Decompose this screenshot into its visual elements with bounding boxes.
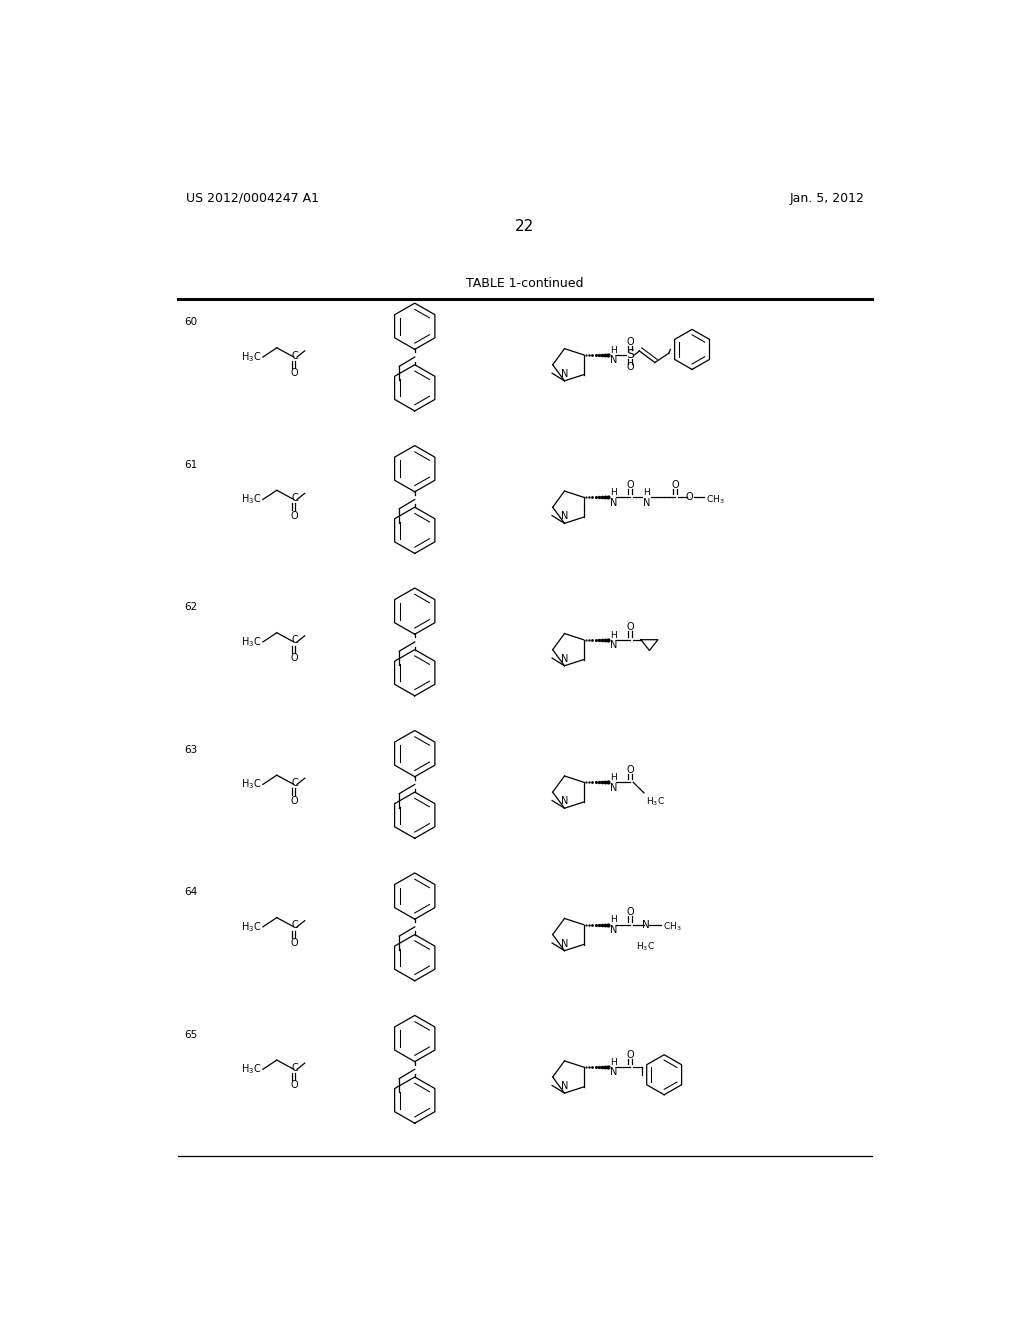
Text: $\mathregular{H_3C}$: $\mathregular{H_3C}$ xyxy=(241,635,261,649)
Text: N: N xyxy=(610,498,617,508)
Text: N: N xyxy=(610,640,617,649)
Text: C: C xyxy=(291,1063,298,1073)
Text: C: C xyxy=(291,635,298,645)
Text: O: O xyxy=(627,362,634,372)
Text: N: N xyxy=(561,511,568,521)
Text: H: H xyxy=(610,346,616,355)
Text: O: O xyxy=(627,1049,634,1060)
Text: N: N xyxy=(561,1081,568,1092)
Text: H: H xyxy=(643,488,650,498)
Text: C: C xyxy=(291,492,298,503)
Text: N: N xyxy=(561,653,568,664)
Text: O: O xyxy=(671,480,679,490)
Text: $\mathregular{H_3C}$: $\mathregular{H_3C}$ xyxy=(636,940,655,953)
Text: N: N xyxy=(561,370,568,379)
Text: TABLE 1-continued: TABLE 1-continued xyxy=(466,277,584,290)
Text: 63: 63 xyxy=(183,744,197,755)
Text: O: O xyxy=(627,907,634,917)
Text: N: N xyxy=(610,1068,617,1077)
Text: H: H xyxy=(610,488,616,498)
Text: N: N xyxy=(642,920,649,929)
Text: Jan. 5, 2012: Jan. 5, 2012 xyxy=(790,191,864,205)
Text: $\mathregular{H_3C}$: $\mathregular{H_3C}$ xyxy=(241,492,261,507)
Text: O: O xyxy=(290,511,298,520)
Text: O: O xyxy=(627,623,634,632)
Text: O: O xyxy=(290,796,298,805)
Text: H: H xyxy=(610,1057,616,1067)
Text: N: N xyxy=(561,939,568,949)
Text: $\mathregular{H_3C}$: $\mathregular{H_3C}$ xyxy=(241,350,261,364)
Text: C: C xyxy=(291,351,298,360)
Text: 64: 64 xyxy=(183,887,197,898)
Text: H: H xyxy=(610,916,616,924)
Text: $\mathregular{H_3C}$: $\mathregular{H_3C}$ xyxy=(241,1063,261,1076)
Text: N: N xyxy=(610,355,617,366)
Text: 22: 22 xyxy=(515,219,535,234)
Text: N: N xyxy=(610,925,617,935)
Text: H: H xyxy=(610,774,616,781)
Text: N: N xyxy=(561,796,568,807)
Text: 62: 62 xyxy=(183,602,197,612)
Text: $\mathregular{H_3C}$: $\mathregular{H_3C}$ xyxy=(645,795,665,808)
Text: N: N xyxy=(643,498,650,508)
Text: $\mathregular{CH_3}$: $\mathregular{CH_3}$ xyxy=(663,920,681,933)
Text: $\mathregular{H_3C}$: $\mathregular{H_3C}$ xyxy=(241,777,261,791)
Text: $\mathregular{CH_3}$: $\mathregular{CH_3}$ xyxy=(706,494,725,506)
Text: S: S xyxy=(626,348,634,362)
Text: O: O xyxy=(627,338,634,347)
Text: $\mathregular{H_3C}$: $\mathregular{H_3C}$ xyxy=(241,920,261,933)
Text: C: C xyxy=(291,777,298,788)
Text: 65: 65 xyxy=(183,1030,197,1040)
Text: C: C xyxy=(291,920,298,931)
Text: 61: 61 xyxy=(183,459,197,470)
Text: O: O xyxy=(290,1081,298,1090)
Text: O: O xyxy=(627,480,634,490)
Text: O: O xyxy=(290,939,298,948)
Text: N: N xyxy=(610,783,617,792)
Text: O: O xyxy=(685,492,693,502)
Text: 60: 60 xyxy=(183,317,197,327)
Text: US 2012/0004247 A1: US 2012/0004247 A1 xyxy=(186,191,319,205)
Text: H: H xyxy=(610,631,616,640)
Text: O: O xyxy=(290,653,298,663)
Text: O: O xyxy=(627,764,634,775)
Text: O: O xyxy=(290,368,298,379)
